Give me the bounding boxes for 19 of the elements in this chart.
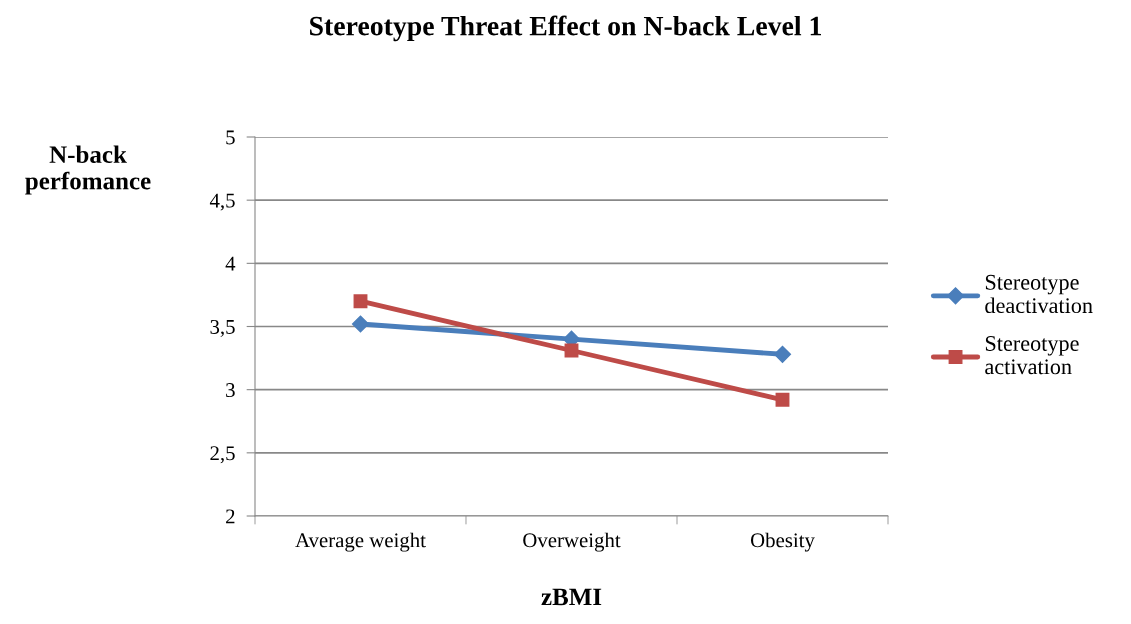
y-tick-label: 3 — [226, 383, 235, 398]
y-tick-label: 5 — [226, 130, 235, 145]
y-tick-label: 2,5 — [210, 446, 235, 464]
y-axis-title: N-back perfomance — [25, 145, 151, 195]
chart-title: Stereotype Threat Effect on N-back Level 1 — [310, 15, 821, 42]
y-tick-label: 4 — [225, 256, 236, 271]
y-tick-label: 3,5 — [210, 319, 235, 337]
point — [775, 392, 790, 407]
y-tick-label: 4,5 — [209, 193, 235, 211]
x-axis-title: zBMI — [541, 588, 602, 606]
x-tick-label: Overweight — [523, 532, 621, 552]
point — [351, 315, 370, 333]
point — [773, 345, 792, 363]
y-tick-label: 2 — [226, 509, 235, 524]
x-tick-label: Obesity — [750, 532, 815, 552]
legend-label: Stereotype activation — [985, 336, 1079, 375]
legend-label: Stereotype deactivation — [985, 274, 1093, 314]
x-tick-label: Average weight — [295, 532, 426, 552]
point — [353, 294, 368, 309]
